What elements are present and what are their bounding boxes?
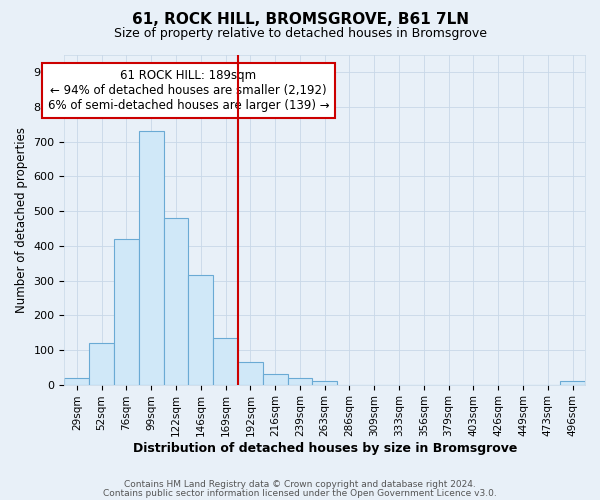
Text: Contains public sector information licensed under the Open Government Licence v3: Contains public sector information licen… bbox=[103, 488, 497, 498]
Bar bbox=[287, 378, 313, 384]
Bar bbox=[188, 276, 213, 384]
Bar bbox=[64, 378, 89, 384]
Bar bbox=[213, 338, 238, 384]
Y-axis label: Number of detached properties: Number of detached properties bbox=[15, 127, 28, 313]
Bar bbox=[560, 381, 585, 384]
Text: Size of property relative to detached houses in Bromsgrove: Size of property relative to detached ho… bbox=[113, 28, 487, 40]
Bar bbox=[114, 239, 139, 384]
Bar bbox=[164, 218, 188, 384]
Bar bbox=[139, 132, 164, 384]
Text: 61, ROCK HILL, BROMSGROVE, B61 7LN: 61, ROCK HILL, BROMSGROVE, B61 7LN bbox=[131, 12, 469, 28]
X-axis label: Distribution of detached houses by size in Bromsgrove: Distribution of detached houses by size … bbox=[133, 442, 517, 455]
Bar bbox=[313, 381, 337, 384]
Bar bbox=[89, 343, 114, 384]
Text: Contains HM Land Registry data © Crown copyright and database right 2024.: Contains HM Land Registry data © Crown c… bbox=[124, 480, 476, 489]
Text: 61 ROCK HILL: 189sqm
← 94% of detached houses are smaller (2,192)
6% of semi-det: 61 ROCK HILL: 189sqm ← 94% of detached h… bbox=[47, 69, 329, 112]
Bar bbox=[263, 374, 287, 384]
Bar bbox=[238, 362, 263, 384]
